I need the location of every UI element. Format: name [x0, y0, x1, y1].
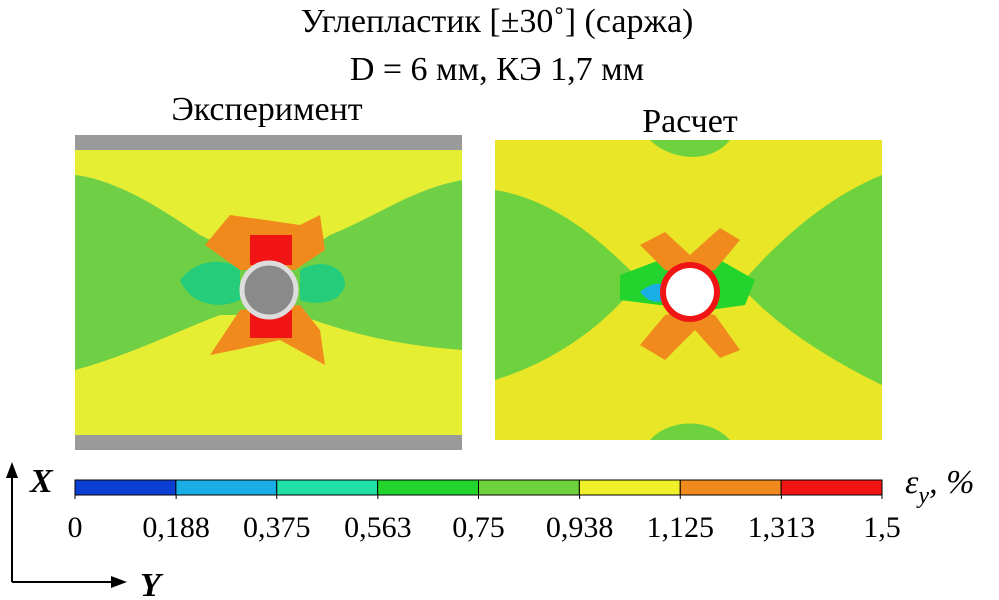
symbol: ε	[905, 464, 919, 501]
experiment-field	[75, 135, 462, 450]
tick-label: 0,75	[452, 511, 505, 544]
panel-label: Расчет	[642, 103, 738, 140]
tick-label: 0,563	[344, 511, 412, 544]
title-line-1: Углепластик [±30˚] (саржа)	[301, 3, 694, 40]
tick-label: 0	[68, 511, 83, 544]
colorbar: 0 0,188 0,375 0,563 0,75 0,938 1,125 1,313 1,5	[68, 479, 901, 544]
colorbar-label: εy, %	[905, 464, 974, 509]
tick-label: 1,5	[863, 511, 901, 544]
colorbar-segment	[780, 479, 883, 496]
colorbar-segment	[679, 479, 782, 496]
tick-label: 1,313	[748, 511, 816, 544]
colorbar-segment	[578, 479, 681, 496]
title-line-2: D = 6 мм, КЭ 1,7 мм	[350, 51, 644, 88]
coordinate-axes	[6, 462, 127, 588]
tick-label: 0,375	[243, 511, 311, 544]
tick-label: 0,188	[142, 511, 210, 544]
subscript: y	[916, 483, 929, 509]
colorbar-segment	[276, 479, 379, 496]
calculation-field	[495, 140, 882, 440]
axis-label-x: X	[29, 463, 54, 500]
colorbar-segment	[478, 479, 580, 496]
tick-label: 0,938	[546, 511, 614, 544]
panel-label: Эксперимент	[171, 91, 362, 128]
colorbar-segment	[74, 479, 177, 496]
axis-label-y: Y	[140, 567, 164, 600]
colorbar-segment	[175, 479, 278, 496]
colorbar-segment	[377, 479, 479, 496]
tick-label: 1,125	[647, 511, 715, 544]
unit: , %	[929, 464, 974, 501]
